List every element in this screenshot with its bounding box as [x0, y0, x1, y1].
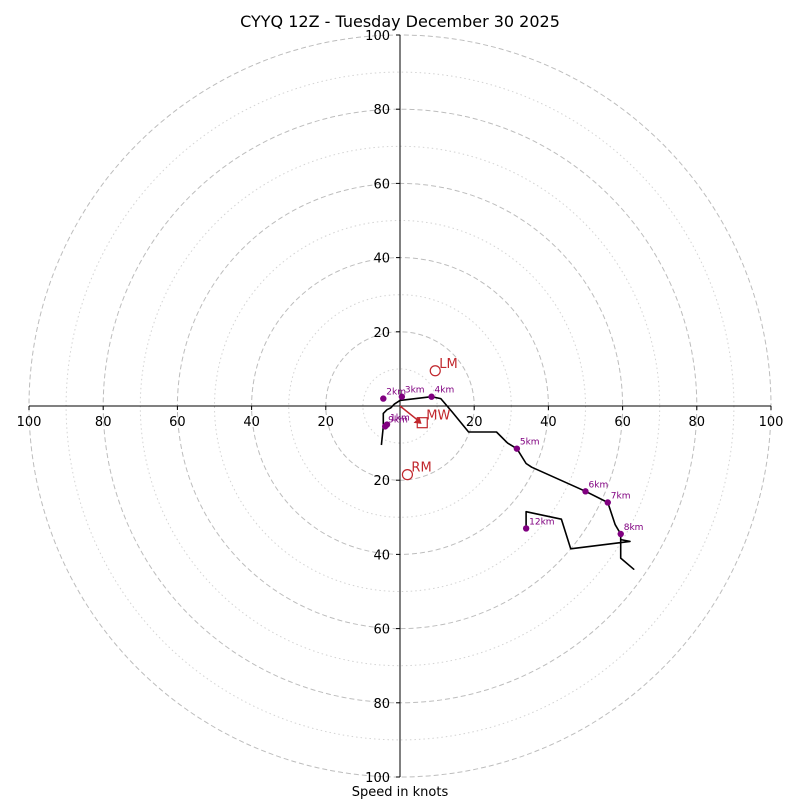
height-marker-6km [582, 488, 589, 495]
wind-profile [380, 395, 635, 571]
x-tick-label: 60 [614, 415, 631, 430]
x-tick-label: 100 [17, 415, 42, 430]
height-marker-12km [522, 525, 530, 532]
x-tick-label: 60 [169, 415, 186, 430]
x-tick-label: 40 [540, 415, 557, 430]
x-tick-label: 40 [243, 415, 260, 430]
hodograph-line [380, 395, 635, 571]
height-label-12km: 12km [529, 517, 554, 527]
y-tick-label: 100 [365, 29, 390, 44]
height-marker-1km [383, 421, 391, 428]
x-tick-label: 100 [759, 415, 784, 430]
y-tick-label: 40 [373, 548, 390, 563]
height-label-1km: 1km [390, 414, 410, 424]
y-tick-label: 80 [373, 697, 390, 712]
x-tick-label: 20 [318, 415, 335, 430]
height-marker-7km [604, 499, 611, 506]
storm-label-LM: LM [439, 357, 457, 372]
height-marker-2km [380, 395, 387, 402]
storm-marker-LM [429, 365, 441, 377]
height-marker-8km [617, 530, 624, 538]
height-label-2km: 2km [386, 388, 406, 398]
height-label-6km: 6km [589, 480, 609, 490]
height-marker-5km [513, 445, 521, 452]
y-tick-label: 20 [373, 326, 390, 341]
storm-motion-markers: LM RM MW [399, 357, 458, 481]
y-tick-label: 20 [373, 474, 390, 489]
x-tick-label: 80 [95, 415, 112, 430]
height-label-3km: 3km [405, 386, 425, 396]
y-tick-label: 60 [373, 623, 390, 638]
height-label-4km: 4km [435, 386, 455, 396]
tick-labels: 100 80 60 40 20 20 40 60 80 100 100 80 60 40 20 20 40 60 8… [17, 29, 784, 786]
height-marker-4km [428, 393, 435, 400]
storm-label-MW: MW [426, 409, 450, 424]
height-label-8km: 8km [624, 523, 644, 533]
y-tick-label: 80 [373, 103, 390, 118]
y-tick-label: 100 [365, 771, 390, 786]
mean-wind-arrow [399, 405, 420, 422]
x-tick-label: 20 [466, 415, 483, 430]
x-tick-label: 80 [689, 415, 706, 430]
storm-marker-RM [401, 469, 414, 481]
height-label-7km: 7km [611, 491, 631, 501]
height-label-5km: 5km [520, 438, 540, 448]
chart-title: CYYQ 12Z - Tuesday December 30 2025 [240, 12, 560, 31]
storm-label-RM: RM [411, 461, 431, 476]
x-axis-label: Speed in knots [352, 785, 449, 800]
y-tick-label: 60 [373, 177, 390, 192]
y-tick-label: 40 [373, 252, 390, 267]
storm-marker-MW [416, 417, 428, 429]
height-label-9km: 9km [388, 415, 408, 425]
height-marker-3km [398, 393, 406, 400]
